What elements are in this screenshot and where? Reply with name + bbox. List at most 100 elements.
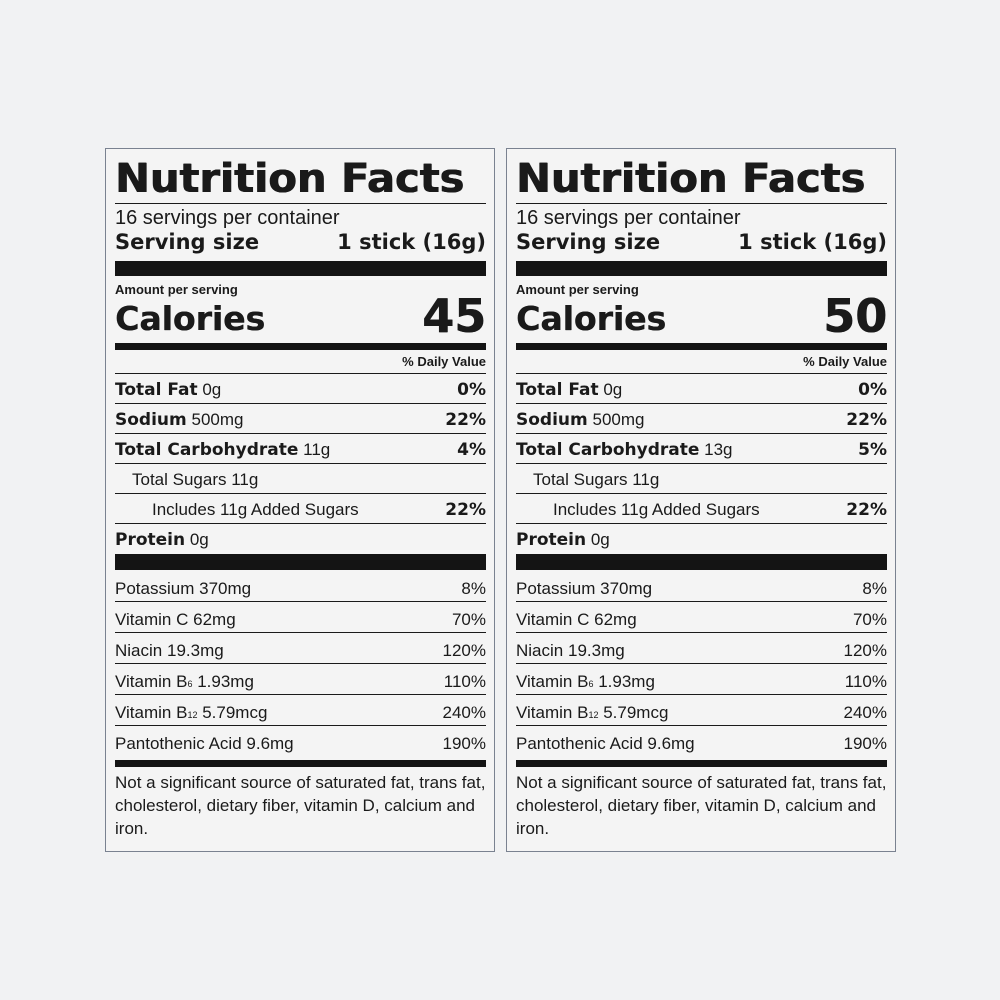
medium-divider — [115, 760, 486, 767]
nutrient-amount: 11g — [231, 470, 259, 489]
nutrient-row-added-sugars: Includes 11g Added Sugars 22% — [516, 493, 887, 523]
nutrient-row-total-fat: Total Fat 0g 0% — [115, 373, 486, 403]
nutrient-dv: 22% — [846, 410, 887, 430]
nutrient-amount: 0g — [189, 530, 209, 549]
vitamin-dv: 190% — [843, 734, 887, 753]
vitamin-amount: 9.6mg — [246, 734, 294, 753]
vitamin-name: Pantothenic Acid — [516, 734, 643, 753]
serving-size-label: Serving size — [115, 230, 260, 254]
vitamin-dv: 240% — [843, 703, 887, 722]
label-title: Nutrition Facts — [516, 156, 866, 202]
vitamin-row-pantothenic-acid: Pantothenic Acid 9.6mg 190% — [115, 725, 486, 756]
calories-value: 45 — [421, 289, 486, 343]
calories-row: Calories 45 — [115, 289, 486, 343]
serving-size-row: Serving size 1 stick (16g) — [115, 230, 486, 261]
nutrient-name: Total Sugars — [132, 470, 227, 489]
vitamin-amount: 1.93mg — [197, 672, 254, 691]
nutrient-amount: 11g — [632, 470, 660, 489]
vitamin-row-niacin: Niacin 19.3mg 120% — [516, 632, 887, 663]
vitamin-dv: 70% — [852, 610, 887, 629]
nutrient-row-total-carbohydrate: Total Carbohydrate 13g 5% — [516, 433, 887, 463]
vitamin-name: Vitamin B — [115, 672, 188, 691]
label-title: Nutrition Facts — [115, 156, 465, 202]
thick-divider — [115, 261, 486, 276]
nutrient-amount: 0g — [202, 380, 222, 399]
vitamin-name: Potassium — [516, 579, 596, 598]
vitamin-subscript: 12 — [588, 710, 599, 720]
vitamin-amount: 19.3mg — [567, 641, 625, 660]
vitamin-amount: 5.79mcg — [202, 703, 268, 722]
nutrient-name: Total Carbohydrate — [115, 440, 299, 460]
vitamin-subscript: 6 — [588, 679, 594, 689]
daily-value-header: % Daily Value — [402, 354, 486, 369]
nutrient-name: Sodium — [516, 410, 588, 430]
footnote: Not a significant source of saturated fa… — [115, 773, 486, 838]
vitamin-amount: 62mg — [193, 610, 236, 629]
vitamin-amount: 19.3mg — [166, 641, 224, 660]
servings-per-container: 16 servings per container — [115, 207, 340, 229]
nutrient-dv: 4% — [457, 440, 486, 460]
vitamin-dv: 120% — [442, 641, 486, 660]
nutrient-row-sodium: Sodium 500mg 22% — [115, 403, 486, 433]
nutrient-amount: 500mg — [592, 410, 645, 429]
vitamin-row-vitamin-b6: Vitamin B6 1.93mg 110% — [516, 663, 887, 694]
medium-divider — [115, 343, 486, 350]
vitamin-amount: 5.79mcg — [603, 703, 669, 722]
serving-size-value: 1 stick (16g) — [337, 230, 486, 254]
vitamin-subscript: 6 — [187, 679, 193, 689]
nutrient-amount: 0g — [603, 380, 623, 399]
thick-divider — [516, 261, 887, 276]
calories-row: Calories 50 — [516, 293, 887, 339]
daily-value-header: % Daily Value — [803, 354, 887, 369]
vitamin-dv: 110% — [844, 672, 887, 691]
vitamin-row-vitamin-c: Vitamin C 62mg 70% — [516, 601, 887, 632]
nutrient-dv: 0% — [858, 380, 887, 400]
footnote: Not a significant source of saturated fa… — [516, 773, 887, 838]
divider — [115, 203, 486, 204]
nutrient-row-total-fat: Total Fat 0g 0% — [516, 373, 887, 403]
nutrient-dv: 22% — [445, 410, 486, 430]
thick-divider — [115, 554, 486, 570]
vitamin-dv: 8% — [461, 579, 486, 598]
servings-per-container: 16 servings per container — [516, 207, 741, 229]
nutrient-row-protein: Protein 0g — [516, 523, 887, 553]
nutrient-dv: 5% — [858, 440, 887, 460]
nutrient-amount: 13g — [704, 440, 733, 459]
nutrient-dv: 22% — [445, 500, 486, 520]
medium-divider — [516, 760, 887, 767]
vitamin-row-vitamin-b12: Vitamin B12 5.79mcg 240% — [516, 694, 887, 725]
vitamin-name: Vitamin C — [516, 610, 590, 629]
serving-size-label: Serving size — [516, 230, 661, 254]
amount-per-serving: Amount per serving — [115, 282, 238, 297]
vitamin-name: Vitamin B — [516, 672, 589, 691]
vitamin-dv: 120% — [843, 641, 887, 660]
nutrient-amount: 0g — [590, 530, 610, 549]
vitamin-name: Vitamin B — [516, 703, 589, 722]
nutrient-name: Total Fat — [115, 380, 198, 400]
vitamin-amount: 370mg — [199, 579, 252, 598]
vitamin-row-vitamin-b6: Vitamin B6 1.93mg 110% — [115, 663, 486, 694]
nutrient-name: Total Carbohydrate — [516, 440, 700, 460]
nutrient-name: Total Fat — [516, 380, 599, 400]
nutrient-name: Sodium — [115, 410, 187, 430]
vitamin-dv: 240% — [442, 703, 486, 722]
vitamin-dv: 8% — [862, 579, 887, 598]
nutrient-row-sodium: Sodium 500mg 22% — [516, 403, 887, 433]
nutrient-name: Includes 11g Added Sugars — [152, 500, 359, 519]
vitamin-dv: 70% — [451, 610, 486, 629]
vitamin-row-potassium: Potassium 370mg 8% — [516, 570, 887, 601]
vitamin-row-vitamin-b12: Vitamin B12 5.79mcg 240% — [115, 694, 486, 725]
vitamin-row-niacin: Niacin 19.3mg 120% — [115, 632, 486, 663]
vitamin-dv: 190% — [442, 734, 486, 753]
nutrient-name: Total Sugars — [533, 470, 628, 489]
nutrient-row-total-sugars: Total Sugars 11g — [516, 463, 887, 493]
vitamin-name: Vitamin C — [115, 610, 189, 629]
divider — [516, 203, 887, 204]
nutrient-amount: 500mg — [191, 410, 244, 429]
nutrient-row-protein: Protein 0g — [115, 523, 486, 553]
medium-divider — [516, 343, 887, 350]
vitamin-name: Potassium — [115, 579, 195, 598]
thick-divider — [516, 554, 887, 570]
nutrition-label-right: Nutrition Facts 16 servings per containe… — [506, 148, 896, 852]
vitamin-row-pantothenic-acid: Pantothenic Acid 9.6mg 190% — [516, 725, 887, 756]
